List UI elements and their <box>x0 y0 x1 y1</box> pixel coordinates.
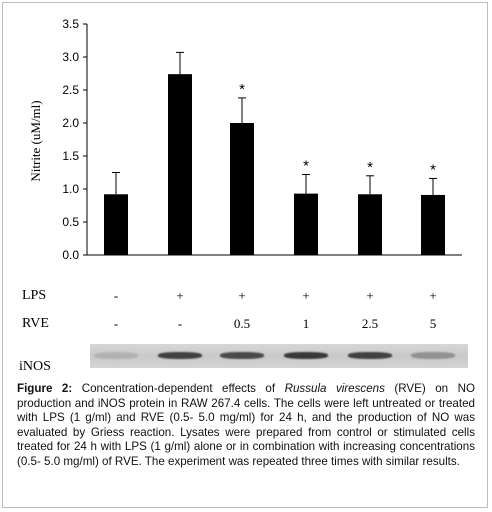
inos-band <box>220 352 264 359</box>
significance-marker: * <box>303 157 309 174</box>
lps-row-label: LPS <box>22 288 47 303</box>
y-tick-label: 1.0 <box>62 182 79 196</box>
inos-western-blot <box>90 344 468 368</box>
y-axis-label: Nitrite (uM/ml) <box>28 100 43 181</box>
lps-value: + <box>302 288 310 303</box>
caption-figure-label: Figure 2: <box>17 382 73 395</box>
bar-chart: Nitrite (uM/ml) 0.0 0.5 1.0 1.5 2.0 2.5 3.0 3.5… <box>28 17 462 262</box>
y-tick-label: 1.5 <box>62 149 79 163</box>
bar <box>358 194 382 255</box>
lps-value: + <box>176 288 184 303</box>
significance-marker: * <box>367 159 373 176</box>
bar <box>168 74 192 255</box>
lps-value: + <box>429 288 437 303</box>
rve-value: 2.5 <box>361 316 379 331</box>
figure-frame <box>2 2 488 508</box>
rve-value: 5 <box>429 316 437 331</box>
y-tick-label: 0.5 <box>62 215 79 229</box>
caption-text-part1: Concentration-dependent effects of <box>72 382 285 395</box>
significance-marker: * <box>239 81 245 98</box>
bar <box>294 193 318 255</box>
bar <box>421 194 445 255</box>
rve-row-label: RVE <box>22 316 49 331</box>
y-tick-label: 2.0 <box>62 116 79 130</box>
bar <box>230 123 254 255</box>
inos-band <box>94 352 138 359</box>
lps-value: - <box>113 288 119 303</box>
y-tick-label: 3.0 <box>62 50 79 64</box>
y-tick-label: 2.5 <box>62 83 79 97</box>
figure-caption: Figure 2: Concentration-dependent effect… <box>17 382 475 470</box>
caption-text-part2: (RVE) on NO production and iNOS protein … <box>17 382 475 468</box>
y-tick-label: 3.5 <box>62 17 79 31</box>
significance-marker: * <box>430 161 436 178</box>
inos-band <box>158 352 202 359</box>
y-tick-label: 0.0 <box>62 248 79 262</box>
inos-blot-label: iNOS <box>19 359 51 374</box>
bar <box>104 194 128 255</box>
rve-value: 1 <box>302 316 310 331</box>
inos-band <box>411 352 455 359</box>
inos-band <box>348 352 392 359</box>
caption-species-name: Russula virescens <box>284 382 385 395</box>
lps-value: + <box>238 288 246 303</box>
inos-band <box>284 352 328 359</box>
rve-value: 0.5 <box>233 316 251 331</box>
rve-value: - <box>177 316 183 331</box>
rve-value: - <box>113 316 119 331</box>
lps-value: + <box>366 288 374 303</box>
